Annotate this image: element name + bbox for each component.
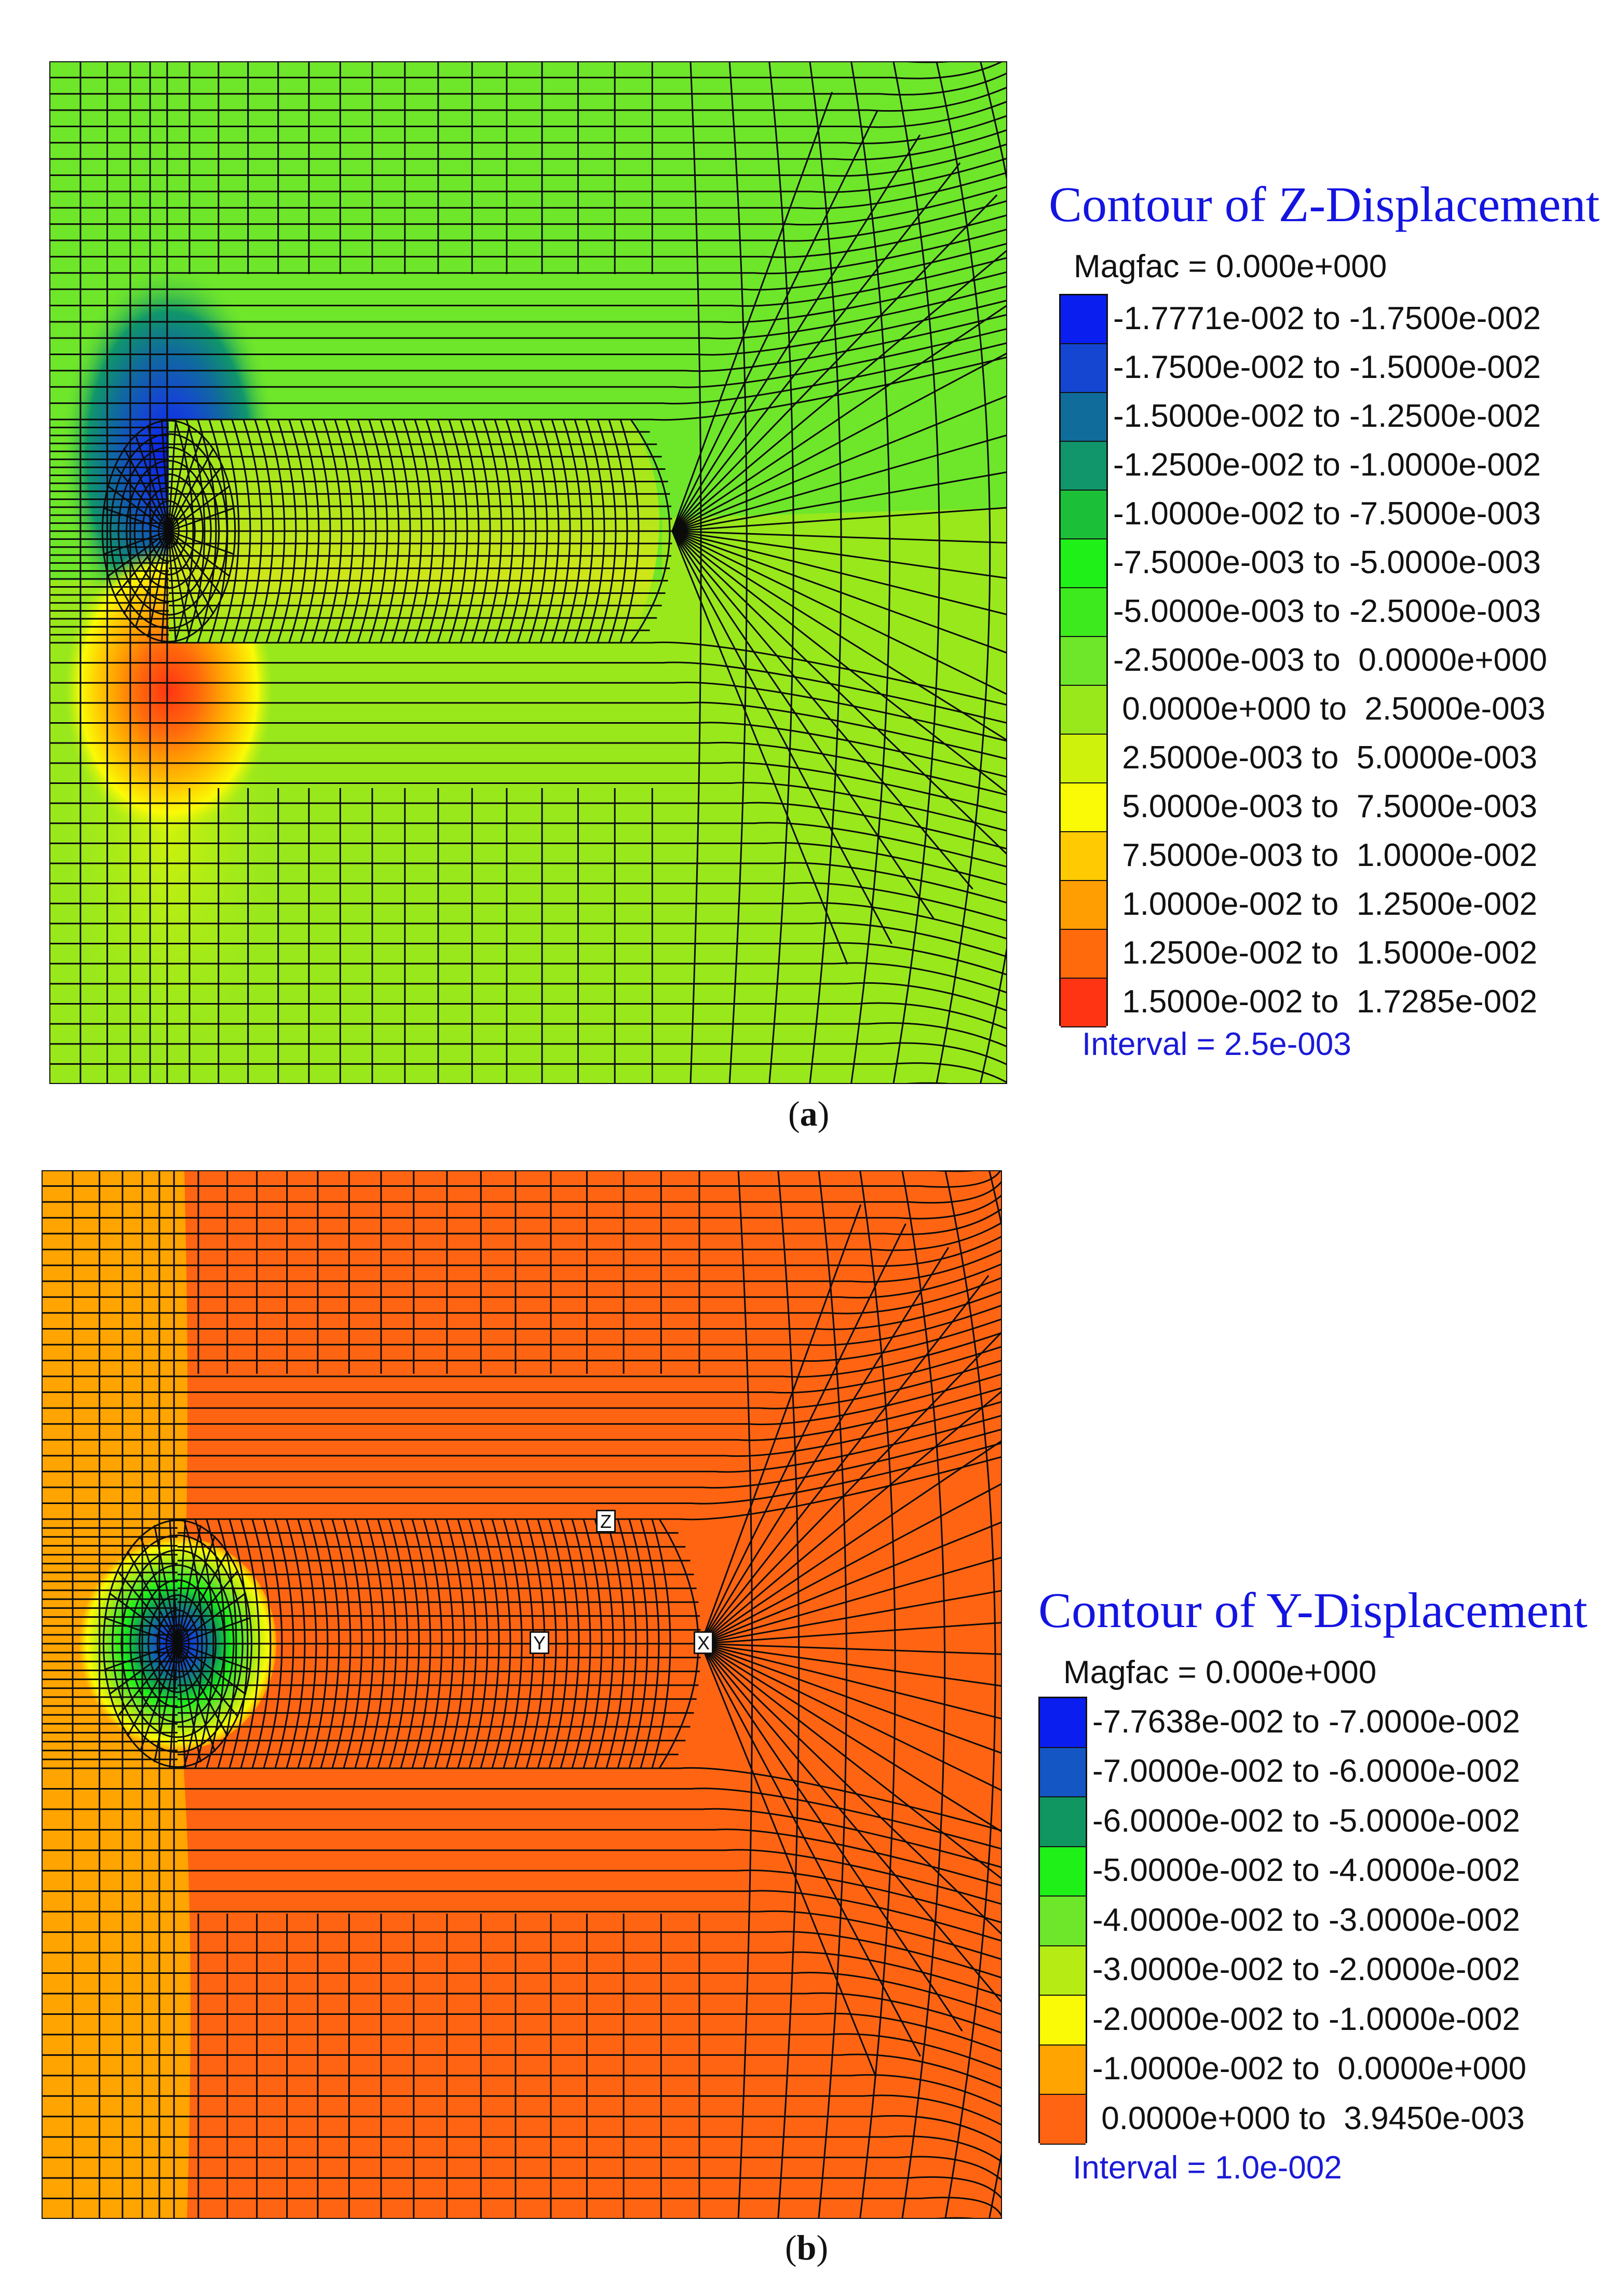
legend-swatch — [1040, 1698, 1086, 1748]
legend-range-label: 2.5000e-003 to 5.0000e-003 — [1113, 740, 1538, 776]
legend-range-label: -7.7638e-002 to -7.0000e-002 — [1092, 1703, 1520, 1740]
mesh-lines — [49, 61, 1007, 1084]
legend-swatch — [1061, 539, 1106, 588]
legend-swatch — [1061, 930, 1106, 979]
legend-range-label: -1.0000e-002 to -7.5000e-003 — [1113, 496, 1541, 532]
legend-swatch — [1061, 588, 1106, 637]
interval-label: Interval = 1.0e-002 — [1073, 2150, 1342, 2186]
legend-range-label: -1.0000e-002 to 0.0000e+000 — [1092, 2051, 1527, 2087]
legend-swatch — [1061, 686, 1106, 735]
legend-range-label: 1.2500e-002 to 1.5000e-002 — [1113, 935, 1538, 971]
legend-range-label: -1.2500e-002 to -1.0000e-002 — [1113, 447, 1541, 483]
legend-range-label: -7.5000e-003 to -5.0000e-003 — [1113, 545, 1541, 580]
legend-swatch — [1061, 735, 1106, 783]
legend-swatch — [1061, 393, 1106, 442]
legend-range-label: -3.0000e-002 to -2.0000e-002 — [1092, 1952, 1520, 1988]
legend-range-label: -2.5000e-003 to 0.0000e+000 — [1113, 642, 1548, 678]
legend-range-label: 0.0000e+000 to 3.9450e-003 — [1092, 2100, 1525, 2136]
legend-color-scale — [1038, 1697, 1087, 2145]
legend-range-label: -1.5000e-002 to -1.2500e-002 — [1113, 398, 1541, 434]
axis-label-z: Z — [596, 1510, 616, 1533]
legend-swatch — [1040, 1946, 1086, 1996]
axis-label-y: Y — [530, 1631, 549, 1654]
z-displacement-mesh-svg — [49, 61, 1007, 1084]
legend-range-label: -6.0000e-002 to -5.0000e-002 — [1092, 1803, 1520, 1839]
z-displacement-mesh-plot — [49, 61, 1007, 1084]
legend-swatch — [1040, 1996, 1086, 2046]
legend-swatch — [1061, 442, 1106, 491]
legend-range-label: 1.5000e-002 to 1.7285e-002 — [1113, 984, 1538, 1020]
legend-title: Contour of Y-Displacement — [1038, 1582, 1588, 1638]
legend-range-label: 1.0000e-002 to 1.2500e-002 — [1113, 886, 1538, 922]
mesh-lines — [42, 1170, 1002, 2219]
legend-range-label: -1.7771e-002 to -1.7500e-002 — [1113, 301, 1541, 336]
legend-range-label: 0.0000e+000 to 2.5000e-003 — [1113, 691, 1546, 727]
y-displacement-mesh-svg — [42, 1170, 1002, 2219]
legend-range-label: -5.0000e-003 to -2.5000e-003 — [1113, 593, 1541, 629]
axis-label-x: X — [694, 1631, 713, 1654]
caption-b: (b) — [785, 2228, 829, 2267]
y-displacement-mesh-plot: Z Y X — [42, 1170, 1002, 2219]
legend-range-label: -1.7500e-002 to -1.5000e-002 — [1113, 349, 1541, 385]
magfac-label: Magfac = 0.000e+000 — [1074, 249, 1387, 285]
legend-color-scale — [1059, 294, 1108, 1027]
legend-range-label: -7.0000e-002 to -6.0000e-002 — [1092, 1753, 1520, 1790]
legend-swatch — [1061, 881, 1106, 930]
legend-swatch — [1061, 344, 1106, 393]
legend-swatch — [1061, 637, 1106, 686]
interval-label: Interval = 2.5e-003 — [1082, 1026, 1351, 1062]
legend-swatch — [1040, 1748, 1086, 1797]
legend-swatch — [1040, 1847, 1086, 1897]
legend-range-label: 5.0000e-003 to 7.5000e-003 — [1113, 789, 1538, 824]
legend-swatch — [1061, 832, 1106, 881]
legend-title: Contour of Z-Displacement — [1049, 177, 1600, 232]
legend-swatch — [1040, 1797, 1086, 1847]
legend-swatch — [1040, 2095, 1086, 2145]
legend-range-label: -2.0000e-002 to -1.0000e-002 — [1092, 2001, 1520, 2037]
legend-swatch — [1040, 1897, 1086, 1946]
magfac-label: Magfac = 0.000e+000 — [1063, 1655, 1377, 1690]
legend-range-label: 7.5000e-003 to 1.0000e-002 — [1113, 837, 1538, 873]
caption-a: (a) — [788, 1094, 830, 1133]
legend-swatch — [1061, 491, 1106, 539]
legend-range-label: -4.0000e-002 to -3.0000e-002 — [1092, 1902, 1520, 1938]
positive-zone-right — [662, 508, 1007, 632]
legend-swatch — [1061, 783, 1106, 832]
legend-swatch — [1040, 2045, 1086, 2095]
legend-swatch — [1061, 295, 1106, 344]
legend-range-label: -5.0000e-002 to -4.0000e-002 — [1092, 1852, 1520, 1889]
legend-swatch — [1061, 979, 1106, 1027]
